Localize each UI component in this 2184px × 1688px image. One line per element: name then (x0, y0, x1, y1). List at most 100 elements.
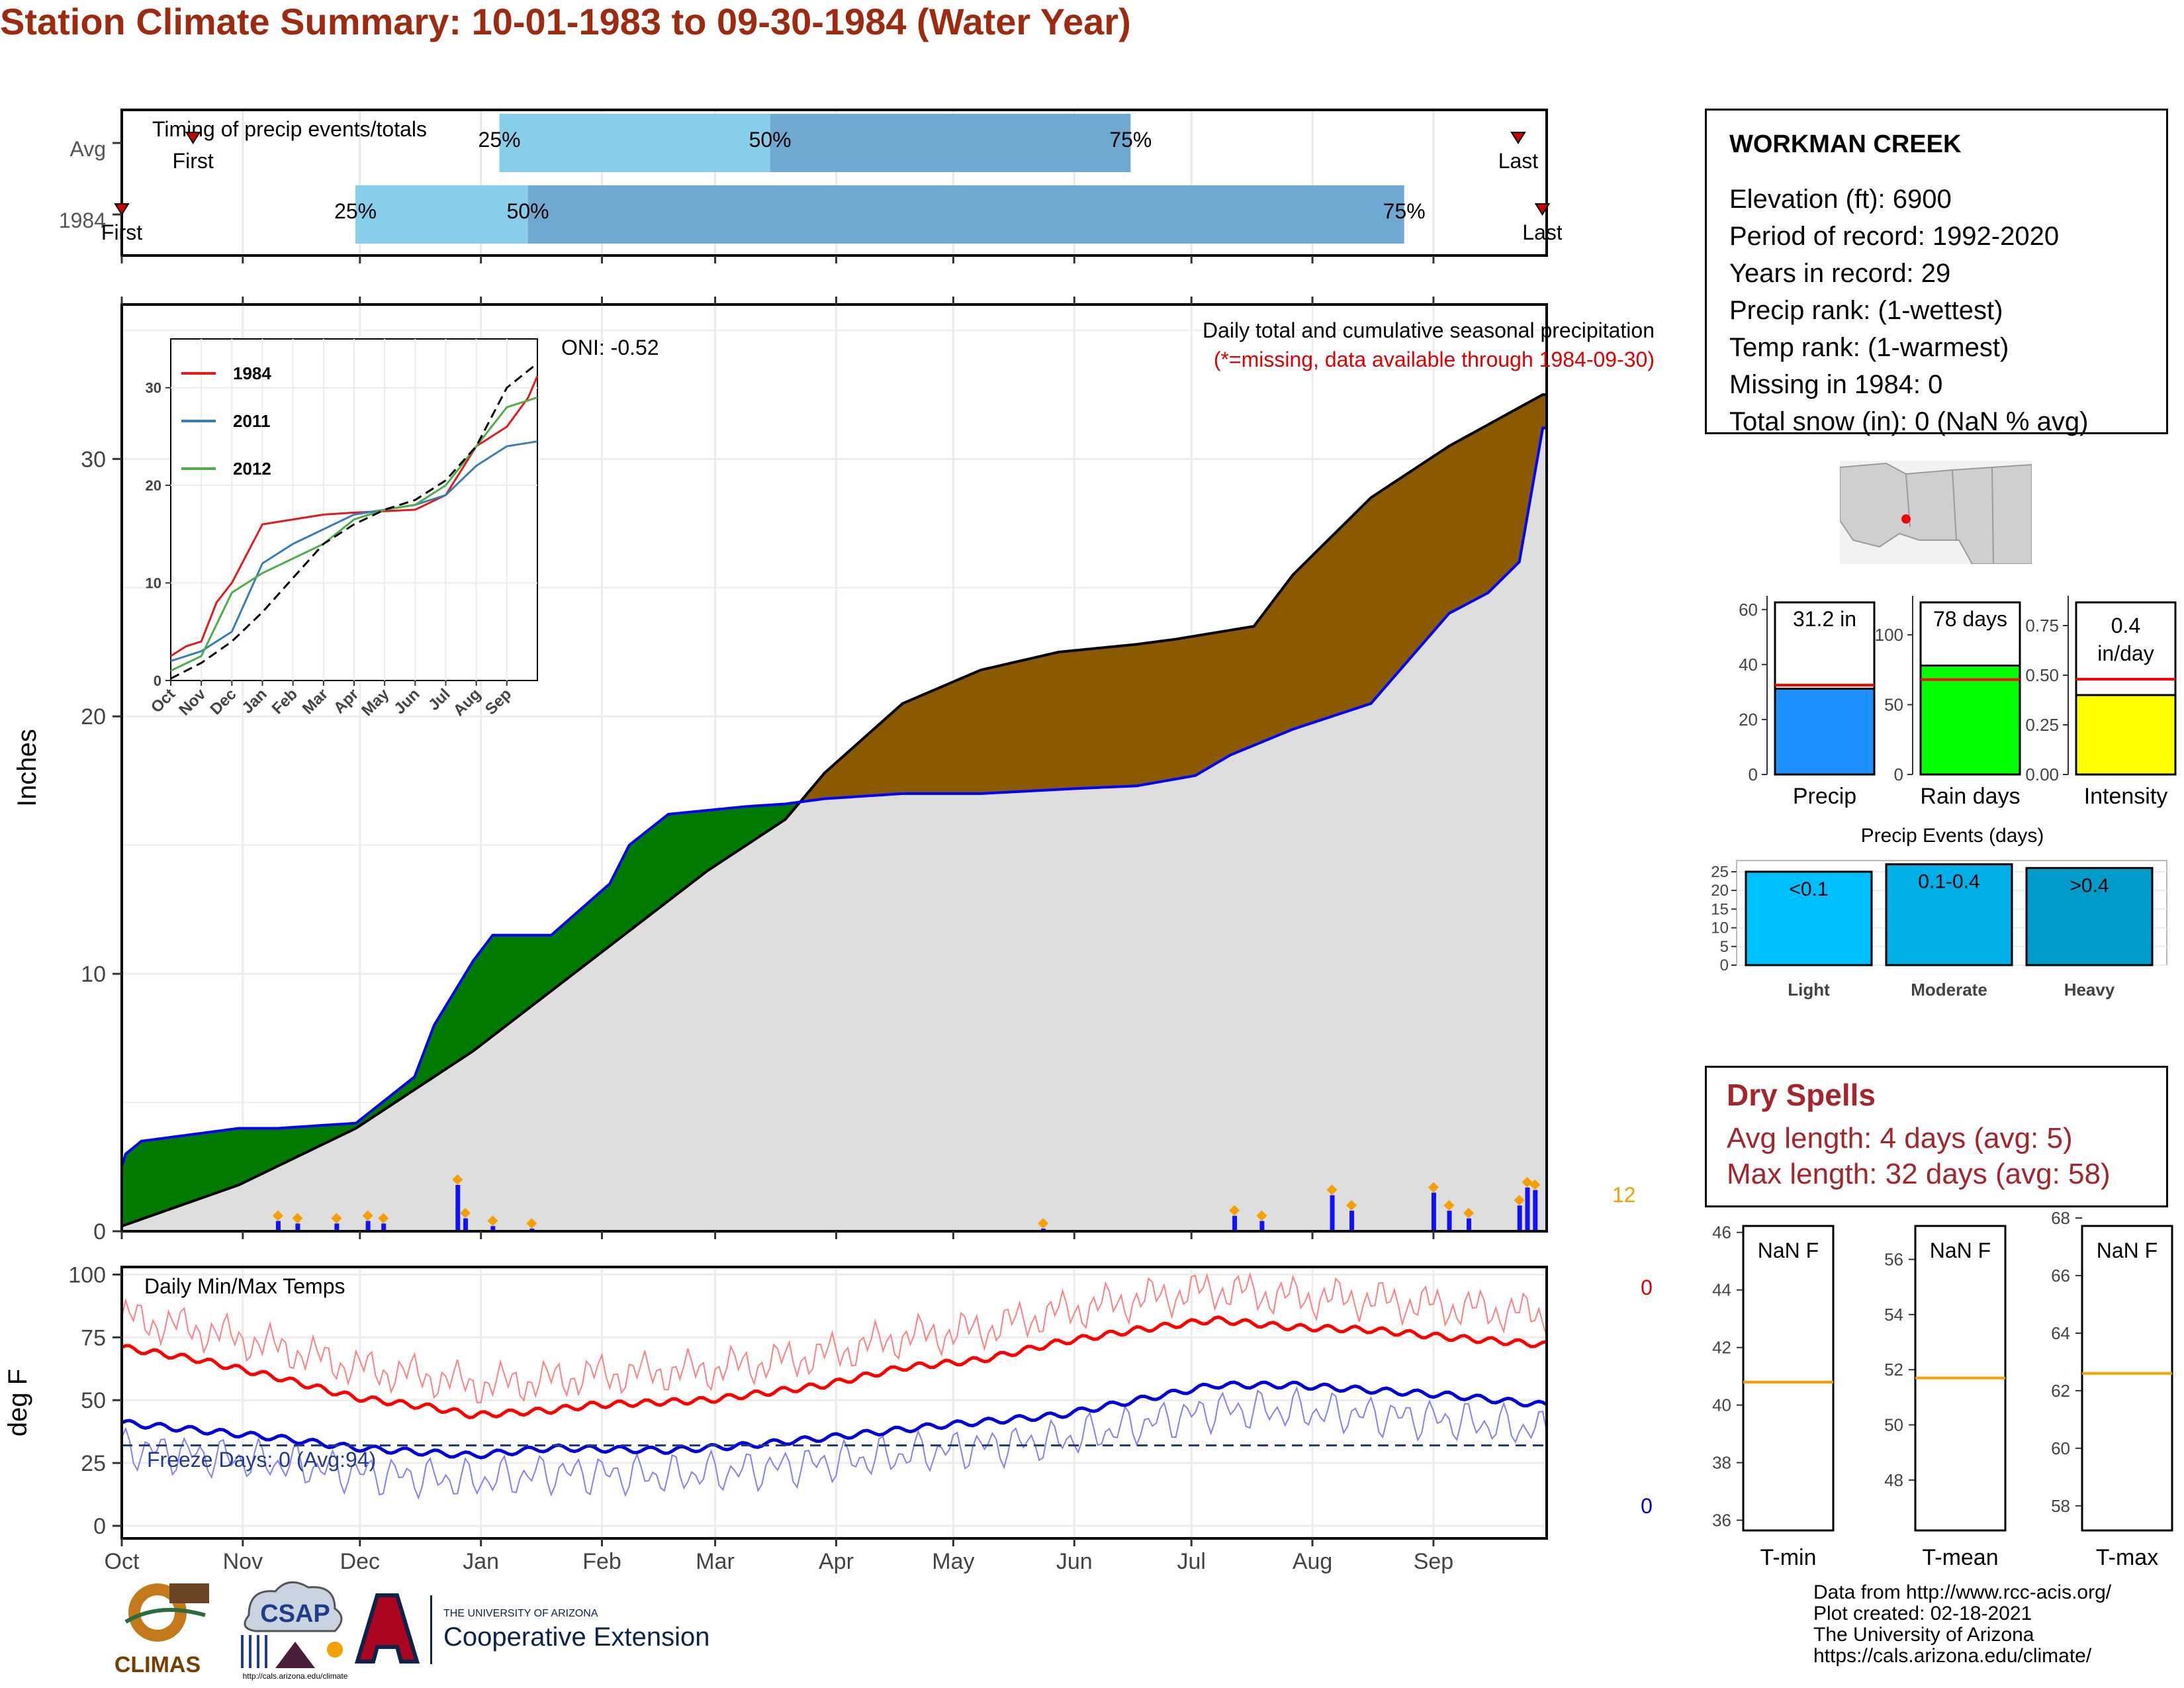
precip-anomaly-slice (312, 1125, 318, 1150)
precip-anomaly-slice (473, 955, 478, 1052)
temp-summary-boxes: 36 38 40 42 44 46 NaN F T-min 48 50 52 54 56 NaN F T-m… (1712, 1208, 2173, 1570)
events-ytick-label: 5 (1720, 938, 1729, 956)
daily-precip-bar (1431, 1192, 1436, 1231)
precip-anomaly-slice (605, 882, 610, 950)
temp-box-ytick-label: 64 (2051, 1323, 2070, 1343)
small-bar-ytick-label: 0.50 (2025, 665, 2059, 685)
inset-line-2012 (170, 397, 538, 672)
precip-anomaly-slice (855, 741, 860, 798)
precip-anomaly-slice (1015, 660, 1021, 792)
precip-anomaly-slice (937, 686, 942, 794)
precip-anomaly-slice (238, 1127, 244, 1186)
precip-anomaly-slice (1191, 635, 1196, 777)
precip-anomaly-slice (508, 935, 513, 1025)
precip-anomaly-slice (308, 1125, 314, 1152)
precip-anomaly-slice (1472, 430, 1477, 602)
precip-anomaly-slice (168, 1137, 173, 1211)
month-label: May (932, 1549, 974, 1574)
temp-box-ytick-label: 58 (2051, 1496, 2070, 1516)
temp-box-ytick-label: 56 (1884, 1250, 1903, 1270)
precip-anomaly-slice (250, 1127, 255, 1180)
events-ytick-label: 25 (1711, 863, 1729, 881)
daily-tmin-line (121, 1385, 1547, 1501)
first-marker (185, 132, 201, 144)
precip-anomaly-slice (1152, 641, 1157, 784)
precip-ytick-label: 10 (81, 962, 106, 987)
precip-anomaly-slice (929, 689, 934, 794)
precip-anomaly-slice (1452, 441, 1457, 612)
precip-anomaly-slice (480, 944, 486, 1046)
precip-anomaly-slice (1429, 455, 1434, 637)
precip-anomaly-slice (1476, 428, 1481, 600)
precip-anomaly-slice (125, 1150, 130, 1225)
dry-spells-box: Dry Spells Avg length: 4 days (avg: 5) M… (1705, 1066, 2168, 1207)
precip-anomaly-slice (257, 1127, 263, 1176)
credit-url: https://cals.arizona.edu/climate/ (1813, 1645, 2092, 1667)
small-bar-label: Rain days (1920, 784, 2020, 808)
precip-anomaly-slice (1120, 645, 1126, 787)
temp-box-value: NaN F (2097, 1239, 2158, 1262)
timing-bar-q25-q50 (355, 185, 528, 244)
climas-logo-text: CLIMAS (114, 1652, 201, 1677)
daily-max-marker (1529, 1179, 1541, 1190)
precip-anomaly-slice (1491, 420, 1496, 590)
csap-logo: CSAP http://cals.arizona.edu/climate (241, 1581, 348, 1681)
daily-precip-bar (1232, 1215, 1238, 1231)
precip-anomaly-slice (1105, 646, 1110, 788)
timing-title: Timing of precip events/totals (152, 117, 427, 141)
precip-anomaly-slice (1097, 647, 1103, 788)
timing-row-avg-label: Avg (69, 137, 106, 161)
daily-max-marker (292, 1213, 303, 1224)
station-info-box: WORKMAN CREEK Elevation (ft): 6900 Perio… (1705, 109, 2168, 436)
precip-anomaly-slice (539, 935, 544, 1001)
precip-anomaly-slice (699, 810, 704, 878)
precip-anomaly-slice (496, 935, 501, 1034)
precip-anomaly-slice (676, 812, 680, 896)
precip-anomaly-slice (441, 1004, 447, 1072)
precip-anomaly-slice (882, 716, 887, 796)
temp-box-label: T-max (2096, 1545, 2158, 1570)
inset-ytick-label: 20 (146, 477, 161, 494)
credit-date: Plot created: 02-18-2021 (1813, 1603, 2032, 1624)
precip-anomaly-slice (1300, 562, 1305, 727)
precip-anomaly-slice (1277, 589, 1282, 737)
temp-ytick-label: 75 (81, 1325, 106, 1350)
precip-anomaly-slice (1023, 659, 1028, 792)
timing-bar-q25-q50 (499, 114, 770, 172)
precip-anomaly-slice (191, 1133, 197, 1202)
precip-anomaly-slice (449, 992, 454, 1068)
temp-box-ytick-label: 68 (2051, 1208, 2070, 1228)
precip-anomaly-slice (445, 998, 450, 1070)
precip-anomaly-slice (1167, 639, 1173, 781)
precip-anomaly-slice (316, 1125, 322, 1148)
temp-box-ytick-label: 38 (1712, 1453, 1731, 1473)
daily-precip-bar (1330, 1195, 1335, 1231)
precip-anomaly-slice (199, 1132, 205, 1199)
precip-anomaly-slice (680, 812, 684, 893)
temp-box-ytick-label: 66 (2051, 1266, 2070, 1286)
precip-anomaly-slice (1328, 535, 1333, 718)
small-bar-ytick-label: 50 (1884, 695, 1903, 715)
precip-anomaly-slice (293, 1126, 298, 1159)
precip-anomaly-slice (898, 702, 903, 794)
daily-max-marker (487, 1215, 498, 1227)
timing-label-25: 25% (478, 128, 521, 152)
daily-max-marker (1038, 1218, 1049, 1229)
precip-anomaly-slice (925, 691, 931, 794)
precip-anomaly-slice (504, 935, 509, 1028)
precip-anomaly-slice (1304, 558, 1309, 726)
temp-box-ytick-label: 46 (1712, 1223, 1731, 1243)
month-label: Jan (463, 1549, 499, 1574)
daily-precip-bar (490, 1226, 496, 1231)
daily-max-marker (1428, 1182, 1439, 1193)
precip-anomaly-slice (1285, 579, 1290, 733)
month-label: Feb (582, 1549, 621, 1574)
precip-anomaly-slice (1312, 551, 1317, 724)
precip-anomaly-slice (1128, 644, 1134, 787)
daily-tmax-line (121, 1272, 1547, 1403)
daily-precip-bar (1525, 1187, 1530, 1231)
precip-anomaly-slice (750, 806, 755, 843)
precip-anomaly-slice (211, 1131, 216, 1196)
timing-chart: Timing of precip events/totals Avg 1984 … (59, 109, 1562, 263)
